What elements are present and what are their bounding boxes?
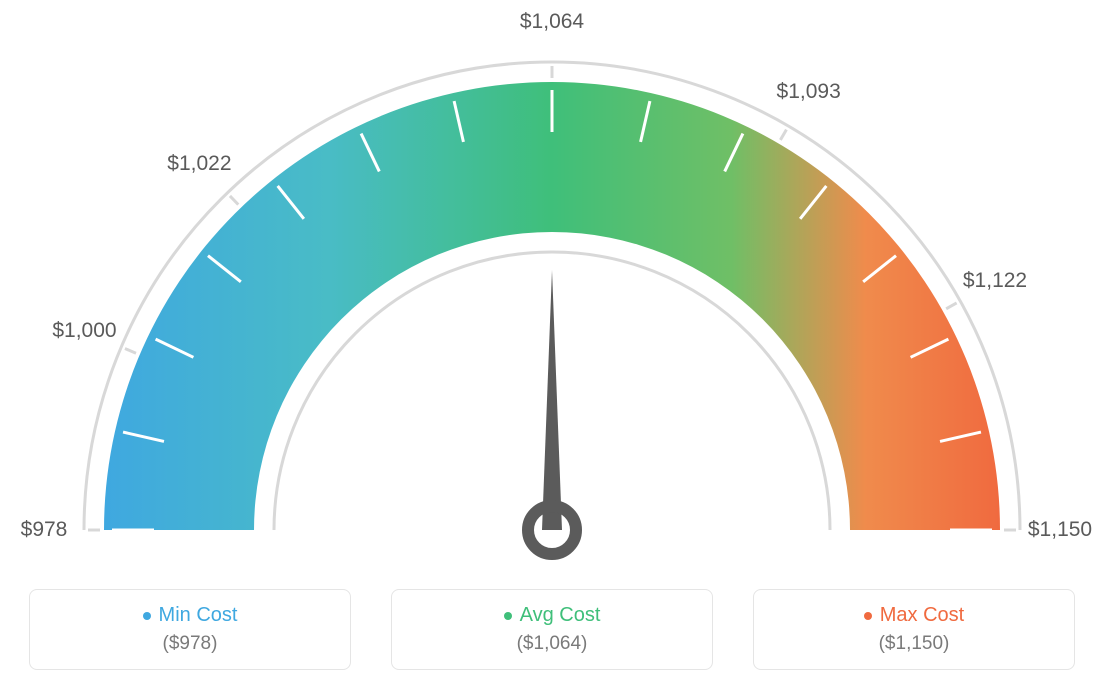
gauge-svg — [0, 20, 1104, 580]
gauge-tick-label: $1,093 — [777, 80, 841, 104]
legend-card-max: Max Cost ($1,150) — [753, 589, 1075, 670]
dot-icon — [864, 612, 872, 620]
gauge-tick-label: $1,122 — [963, 269, 1027, 293]
legend-value-text: ($1,064) — [402, 633, 702, 655]
legend-card-avg: Avg Cost ($1,064) — [391, 589, 713, 670]
legend-title-text: Min Cost — [159, 604, 238, 627]
legend-value-text: ($1,150) — [764, 633, 1064, 655]
legend-value-text: ($978) — [40, 633, 340, 655]
gauge-chart: $978 $1,000 $1,022 $1,064 $1,093 $1,122 $1,150 — [0, 0, 1104, 560]
gauge-tick-label: $1,000 — [52, 319, 116, 343]
legend-title-text: Avg Cost — [520, 604, 601, 627]
gauge-tick-label: $1,150 — [1028, 518, 1092, 542]
legend-title-text: Max Cost — [880, 604, 964, 627]
gauge-tick-label: $1,022 — [167, 152, 231, 176]
dot-icon — [504, 612, 512, 620]
dot-icon — [143, 612, 151, 620]
legend-card-min: Min Cost ($978) — [29, 589, 351, 670]
legend-row: Min Cost ($978) Avg Cost ($1,064) Max Co… — [0, 589, 1104, 670]
gauge-tick-label: $978 — [21, 518, 68, 542]
gauge-tick-label: $1,064 — [520, 10, 584, 34]
